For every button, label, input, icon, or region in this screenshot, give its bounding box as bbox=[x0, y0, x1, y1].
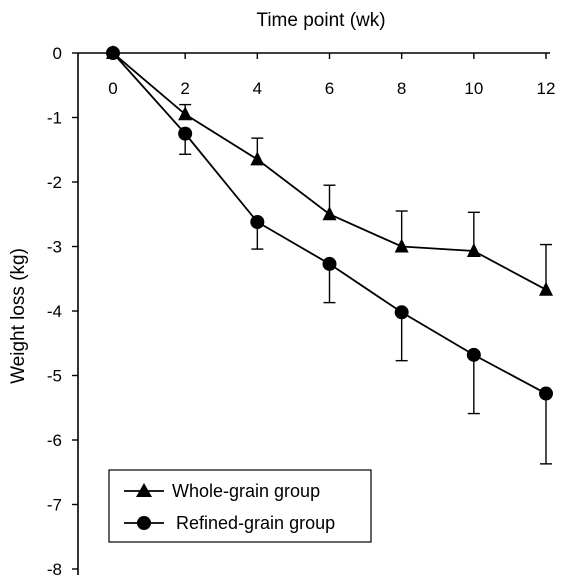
y-tick-label: -1 bbox=[47, 109, 62, 128]
data-point-triangle bbox=[322, 206, 337, 221]
x-axis-title: Time point (wk) bbox=[256, 10, 385, 31]
legend: Whole-grain group Refined-grain group bbox=[108, 469, 372, 543]
legend-box bbox=[108, 469, 372, 543]
data-point-circle bbox=[394, 305, 409, 320]
data-point-circle bbox=[466, 347, 481, 362]
legend-label-whole-grain: Whole-grain group bbox=[172, 481, 320, 501]
data-point-circle bbox=[322, 256, 337, 271]
y-tick-label: -4 bbox=[47, 302, 62, 321]
x-tick-label: 6 bbox=[325, 79, 334, 98]
x-tick-label: 12 bbox=[537, 79, 556, 98]
data-point-circle bbox=[539, 386, 553, 401]
data-point-triangle bbox=[539, 281, 553, 296]
y-tick-label: 0 bbox=[53, 44, 62, 63]
legend-label-refined-grain: Refined-grain group bbox=[176, 513, 335, 533]
x-tick-label: 8 bbox=[397, 79, 406, 98]
x-tick-label: 0 bbox=[108, 79, 117, 98]
y-tick-label: -8 bbox=[47, 560, 62, 578]
y-tick-label: -5 bbox=[47, 367, 62, 386]
legend-circle-marker bbox=[137, 516, 151, 530]
data-point-triangle bbox=[250, 151, 265, 166]
y-tick-label: -3 bbox=[47, 238, 62, 257]
y-axis-ticks: 0 -1 -2 -3 -4 -5 -6 -7 -8 bbox=[47, 44, 78, 578]
x-axis-ticks: 0 2 4 6 8 10 12 bbox=[108, 53, 555, 98]
data-point-circle bbox=[106, 46, 120, 60]
series-line-refined-grain bbox=[112, 52, 547, 395]
y-tick-label: -6 bbox=[47, 431, 62, 450]
series-layer bbox=[106, 45, 553, 465]
data-point-triangle bbox=[178, 106, 193, 121]
y-tick-label: -7 bbox=[47, 496, 62, 515]
legend-triangle-marker bbox=[136, 483, 152, 497]
x-tick-label: 4 bbox=[253, 79, 262, 98]
y-axis-title: Weight loss (kg) bbox=[8, 248, 29, 384]
data-point-triangle bbox=[466, 243, 481, 258]
y-tick-label: -2 bbox=[47, 173, 62, 192]
x-tick-label: 10 bbox=[464, 79, 483, 98]
data-point-triangle bbox=[394, 238, 409, 253]
data-point-circle bbox=[178, 126, 193, 141]
data-point-circle bbox=[250, 214, 265, 229]
x-tick-label: 2 bbox=[180, 79, 189, 98]
